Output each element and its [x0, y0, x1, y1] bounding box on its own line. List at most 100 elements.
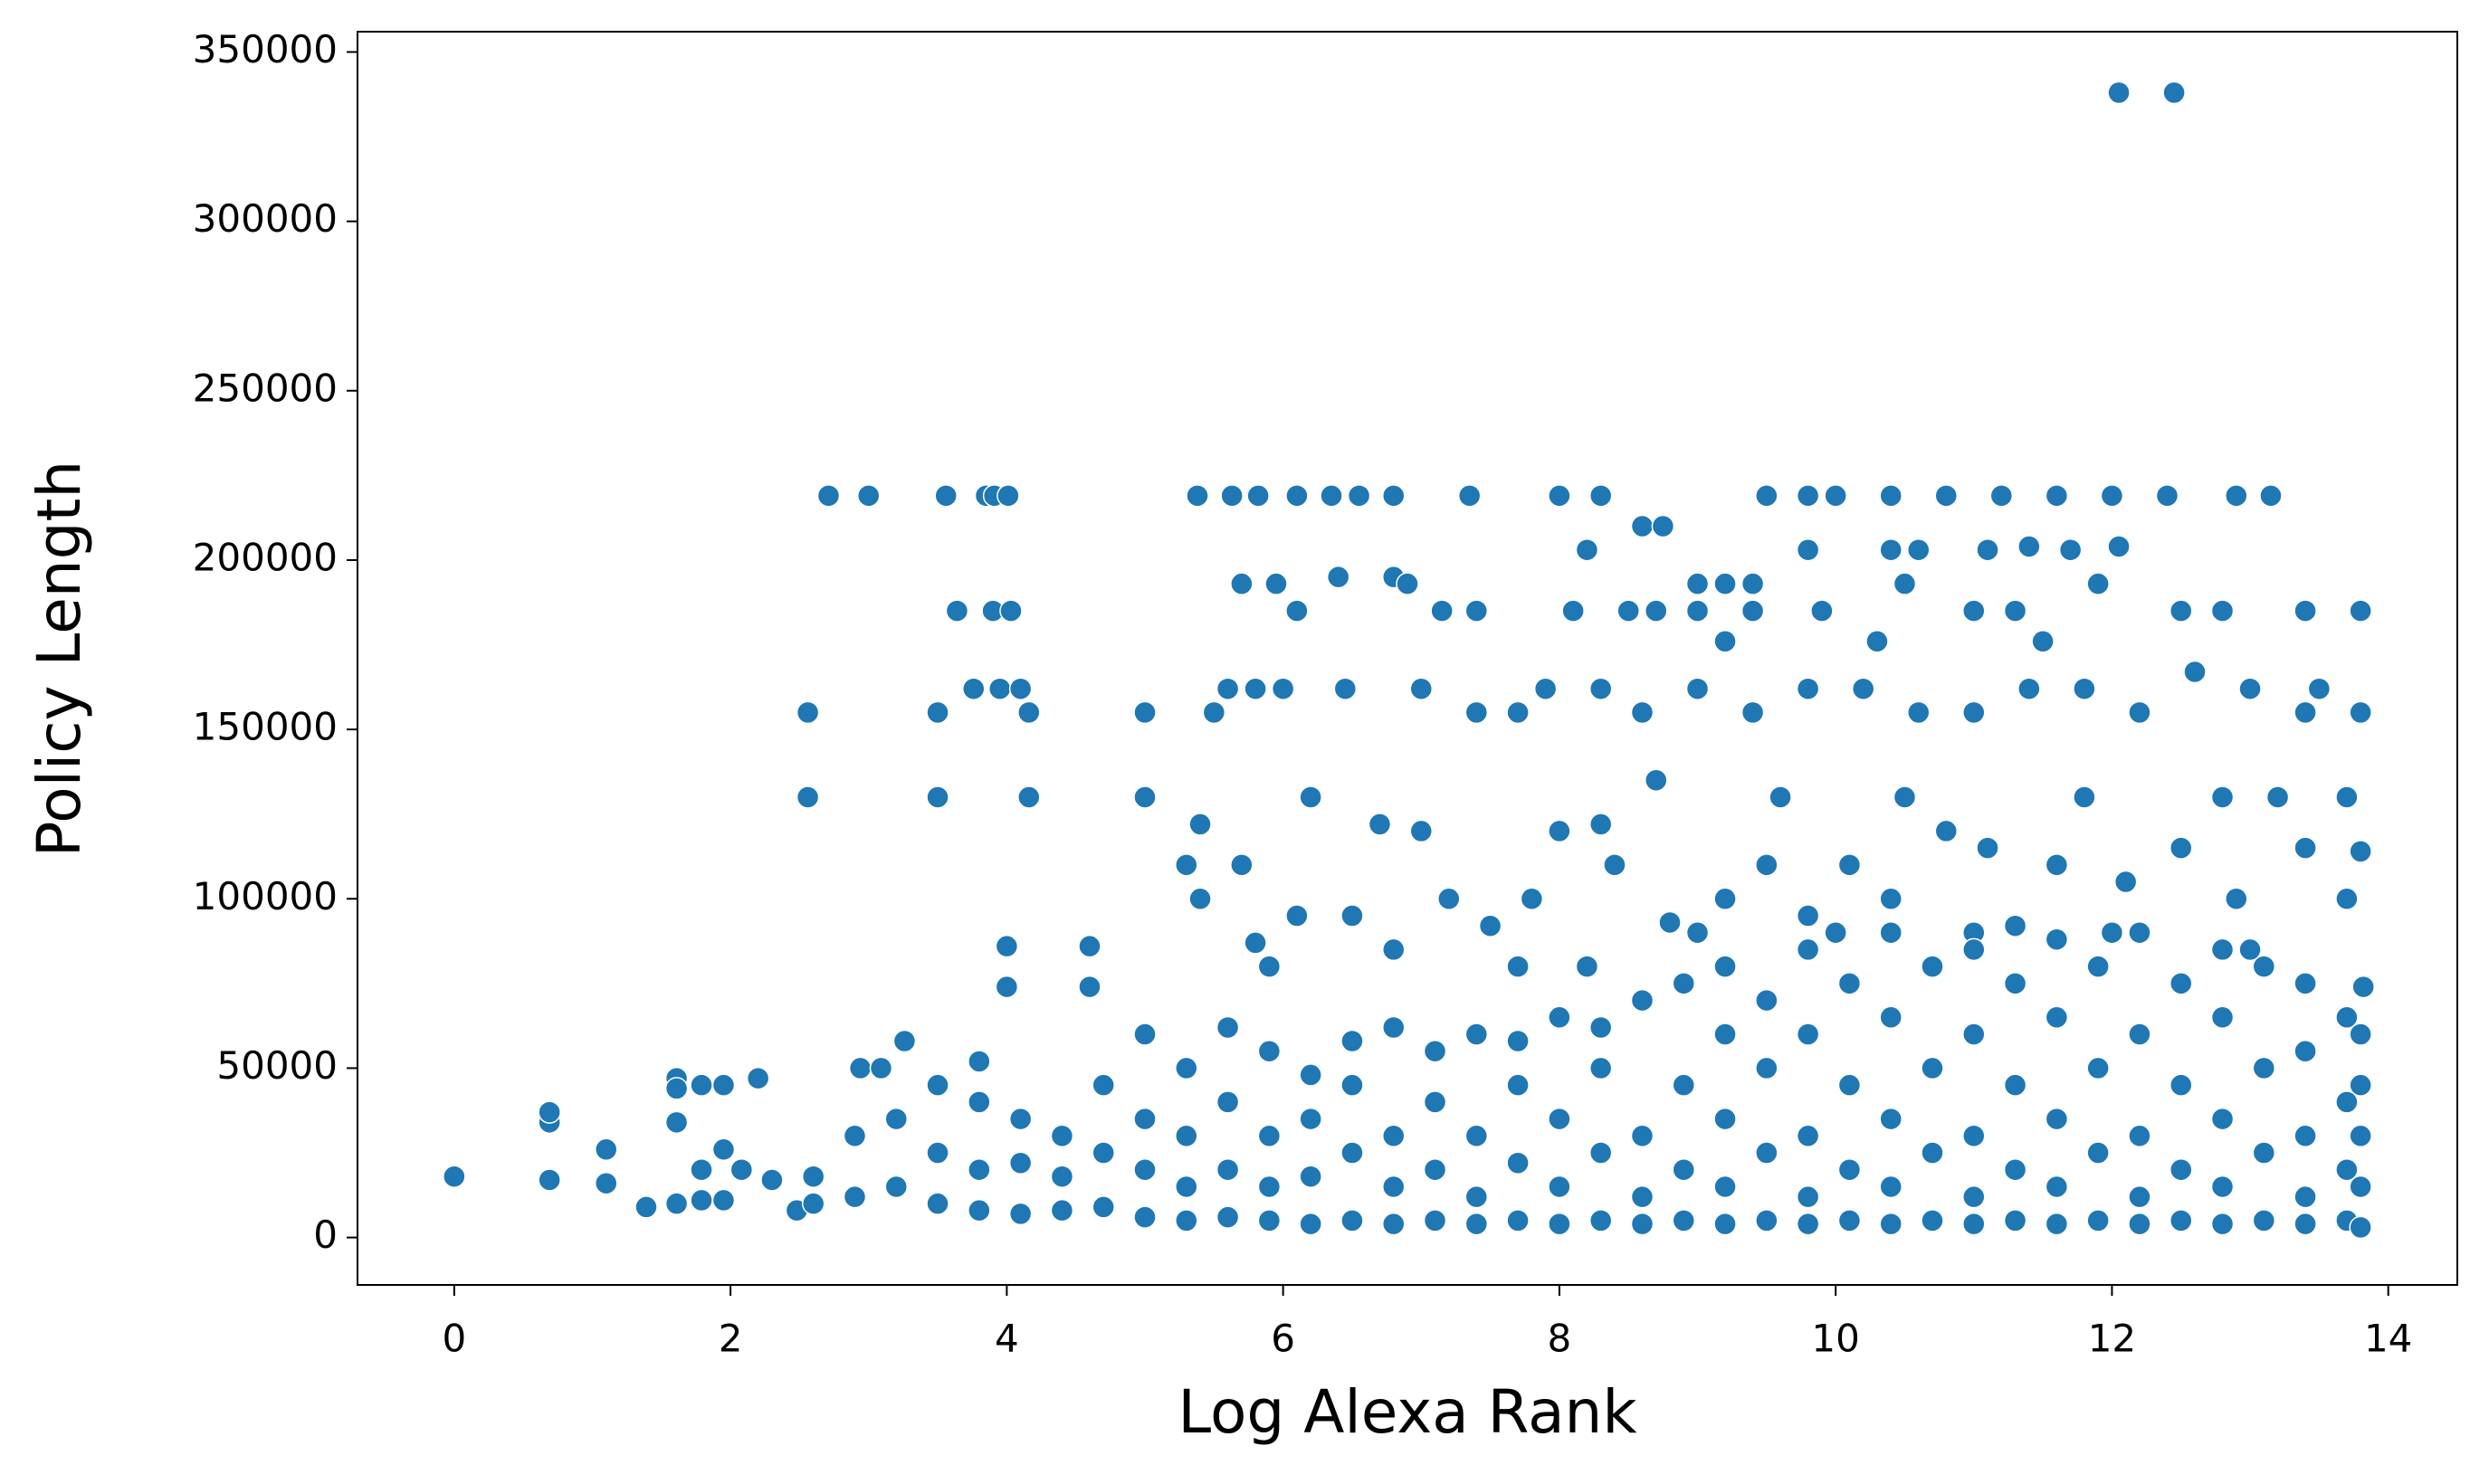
point [2349, 599, 2372, 623]
point [2045, 928, 2069, 951]
point [2086, 1141, 2110, 1165]
y-tick-label: 150000 [193, 705, 338, 749]
point [1244, 931, 1267, 955]
point [2100, 484, 2124, 508]
point [1630, 988, 1655, 1013]
point [1506, 1029, 1530, 1053]
point [2238, 937, 2262, 962]
point [1672, 1157, 1696, 1182]
point [1837, 972, 1862, 995]
point [1879, 1212, 1903, 1236]
point [1934, 484, 1959, 508]
point [746, 1066, 770, 1090]
point [2045, 1005, 2069, 1030]
point [1050, 1198, 1074, 1222]
point [2073, 785, 2096, 809]
point [2225, 887, 2248, 911]
point [1740, 599, 1765, 623]
point [968, 1050, 991, 1073]
point [1008, 1202, 1033, 1226]
point [1837, 1073, 1862, 1097]
point [1976, 836, 1999, 860]
point [1230, 572, 1254, 595]
point [1175, 1056, 1198, 1080]
point [2017, 677, 2041, 700]
point [1548, 1212, 1571, 1236]
point [1423, 1209, 1447, 1232]
point [995, 934, 1019, 958]
point [1740, 700, 1765, 725]
point [1796, 1184, 1820, 1209]
point [2107, 535, 2131, 558]
point [1921, 1209, 1944, 1232]
point [1175, 1124, 1198, 1148]
point [2128, 1023, 2151, 1046]
point [1008, 1107, 1033, 1131]
point [926, 700, 949, 725]
point [2349, 1124, 2372, 1148]
point [1755, 484, 1779, 508]
point [1851, 677, 1875, 700]
point [2003, 1209, 2027, 1232]
point [2003, 1157, 2027, 1182]
point [1464, 599, 1489, 623]
point [1202, 700, 1226, 725]
point [2294, 836, 2317, 860]
point [1409, 677, 1434, 700]
point [1962, 1124, 1986, 1148]
point [1008, 677, 1033, 700]
point [690, 1188, 713, 1213]
point [1285, 484, 1309, 508]
point [1879, 920, 1903, 945]
point [1381, 1124, 1406, 1148]
point [1588, 1209, 1613, 1232]
point [538, 1100, 561, 1124]
point [538, 1168, 561, 1192]
point [2351, 975, 2375, 999]
point [2003, 1073, 2027, 1097]
point [1216, 1205, 1240, 1229]
point [1713, 630, 1737, 653]
point [1879, 537, 1903, 562]
point [1430, 599, 1454, 623]
point [1133, 1157, 1157, 1182]
point [1175, 1209, 1198, 1232]
point [987, 677, 1012, 700]
point [1299, 1063, 1322, 1087]
point [2294, 1124, 2317, 1148]
point [2045, 484, 2069, 508]
point [1755, 988, 1779, 1013]
point [2294, 700, 2317, 725]
point [1244, 677, 1267, 700]
point [796, 700, 820, 725]
point [1755, 1209, 1779, 1232]
point [1837, 1157, 1862, 1182]
point [1934, 819, 1959, 843]
point [2210, 599, 2235, 623]
point [2349, 1175, 2372, 1199]
point [1506, 1073, 1530, 1097]
point [1285, 904, 1309, 928]
point [856, 484, 881, 508]
y-tick-label: 50000 [216, 1043, 338, 1088]
point [968, 1198, 991, 1222]
point [1017, 785, 1041, 809]
point [1133, 785, 1157, 809]
point [1050, 1165, 1074, 1188]
point [2252, 1209, 2276, 1232]
point [1230, 853, 1254, 877]
point [634, 1195, 658, 1219]
point [926, 785, 949, 809]
point [1464, 1212, 1489, 1236]
point [2128, 1184, 2151, 1209]
point [2045, 1212, 2069, 1236]
point [2169, 599, 2193, 623]
point [1092, 1195, 1115, 1219]
x-axis-label: Log Alexa Rank [1178, 1377, 1637, 1447]
point [1368, 813, 1392, 836]
point [1588, 1015, 1613, 1040]
point [2169, 972, 2193, 995]
y-tick-label: 200000 [193, 535, 338, 579]
point [1396, 572, 1419, 595]
